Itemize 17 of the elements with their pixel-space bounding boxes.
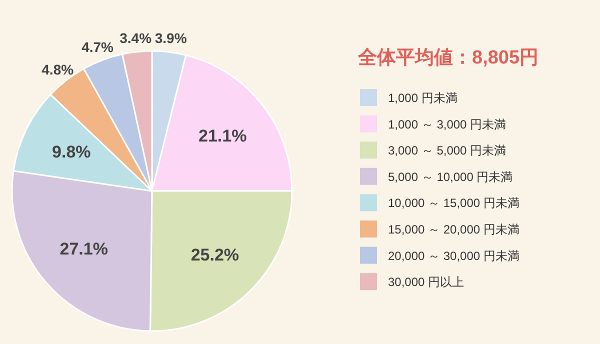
legend-label: 10,000 ～ 15,000 円未満 — [388, 196, 520, 210]
legend-label: 30,000 円以上 — [388, 275, 464, 290]
legend-label: 3,000 ～ 5,000 円未満 — [388, 144, 506, 158]
data-label: 21.1% — [198, 126, 247, 146]
data-label: 25.2% — [190, 245, 240, 264]
data-label: 27.1% — [60, 240, 108, 259]
legend-label: 1,000 ～ 3,000 円未満 — [388, 117, 506, 132]
text: 全体平均値：8,805円 — [357, 48, 539, 68]
data-label: 4.8% — [42, 61, 74, 78]
data-label: 4.7% — [82, 38, 114, 55]
data-label: 9.8% — [52, 142, 91, 162]
legend-label: 1,000 円未満 — [388, 91, 458, 105]
legend-label: 5,000 ～ 10,000 円未満 — [388, 170, 513, 184]
legend-label: 20,000 ～ 30,000 円未満 — [388, 248, 520, 263]
data-label: 3.4% — [120, 30, 152, 46]
legend-label: 15,000 ～ 20,000 円未満 — [388, 222, 520, 236]
data-label: 3.9% — [154, 30, 188, 46]
